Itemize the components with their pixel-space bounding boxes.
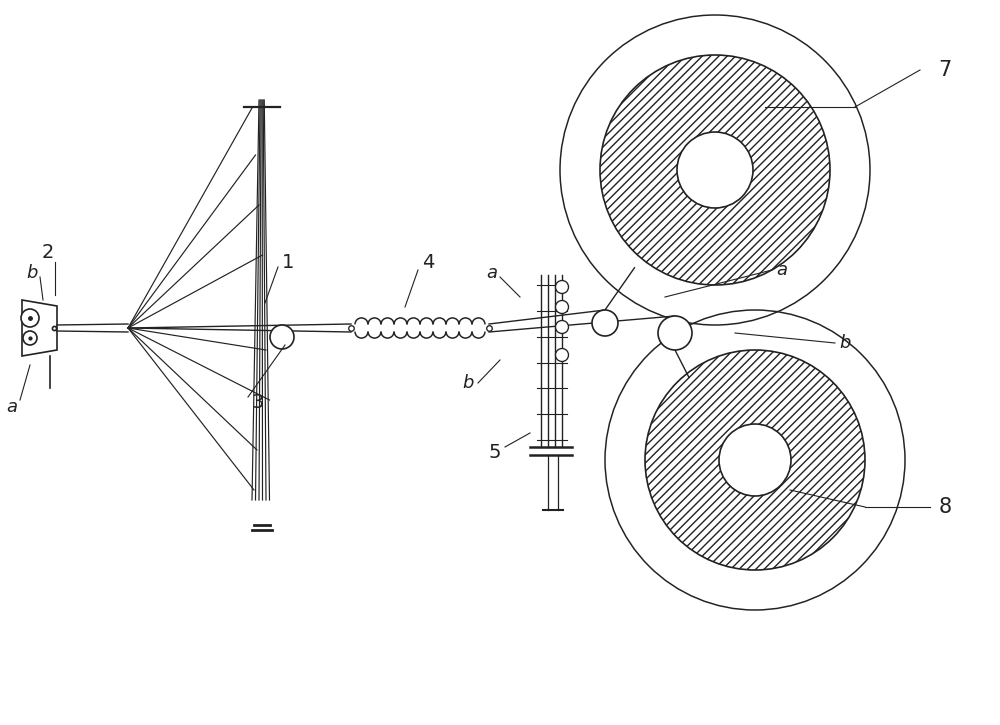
Circle shape: [556, 281, 568, 294]
Circle shape: [21, 309, 39, 327]
Circle shape: [23, 331, 37, 345]
Text: 1: 1: [282, 254, 294, 273]
Circle shape: [556, 300, 568, 313]
Text: b: b: [839, 334, 851, 352]
Circle shape: [677, 132, 753, 208]
Text: a: a: [776, 261, 788, 279]
Circle shape: [719, 424, 791, 496]
Circle shape: [600, 55, 830, 285]
Polygon shape: [22, 300, 57, 356]
Text: b: b: [26, 264, 38, 282]
Circle shape: [556, 320, 568, 334]
Text: a: a: [7, 398, 18, 416]
Circle shape: [560, 15, 870, 325]
Circle shape: [645, 350, 865, 570]
Text: 3: 3: [252, 394, 264, 413]
Text: b: b: [462, 374, 474, 392]
Circle shape: [658, 316, 692, 350]
Text: 4: 4: [422, 254, 434, 273]
Text: 7: 7: [938, 60, 952, 80]
Text: 5: 5: [489, 444, 501, 463]
Circle shape: [556, 349, 568, 362]
Text: 2: 2: [42, 244, 54, 262]
Circle shape: [605, 310, 905, 610]
Circle shape: [592, 310, 618, 336]
Text: 8: 8: [938, 497, 952, 517]
Text: a: a: [486, 264, 498, 282]
Circle shape: [270, 325, 294, 349]
